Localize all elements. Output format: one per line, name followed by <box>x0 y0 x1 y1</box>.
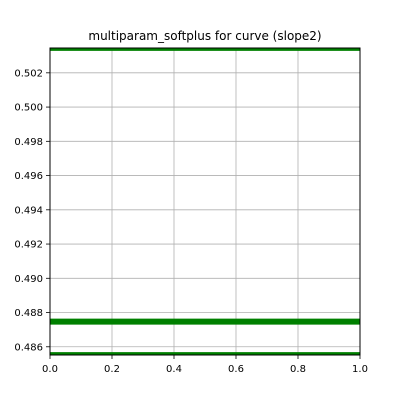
x-tick-label: 1.0 <box>352 364 368 375</box>
y-tick-label: 0.490 <box>14 274 43 285</box>
y-tick-label: 0.488 <box>14 308 43 319</box>
y-tick-label: 0.496 <box>14 171 43 182</box>
plot-frame <box>49 47 361 356</box>
series-layer <box>50 47 360 356</box>
x-tick-label: 0.2 <box>104 364 120 375</box>
x-tick-label: 0.6 <box>228 364 244 375</box>
y-tick-label: 0.502 <box>14 68 43 79</box>
y-axis: 0.486 0.488 0.490 0.492 0.494 0.496 0.498 0.500… <box>14 68 50 353</box>
chart-title: multiparam_softplus for curve (slope2) <box>88 29 321 43</box>
x-tick-label: 0.4 <box>166 364 182 375</box>
y-tick-label: 0.500 <box>14 103 43 114</box>
y-tick-label: 0.498 <box>14 137 43 148</box>
y-tick-label: 0.494 <box>14 205 43 216</box>
x-tick-label: 0.8 <box>290 364 306 375</box>
y-tick-label: 0.492 <box>14 240 43 251</box>
y-tick-label: 0.486 <box>14 342 43 353</box>
x-axis: 0.0 0.2 0.4 0.6 0.8 1.0 <box>42 355 368 375</box>
x-tick-label: 0.0 <box>42 364 58 375</box>
